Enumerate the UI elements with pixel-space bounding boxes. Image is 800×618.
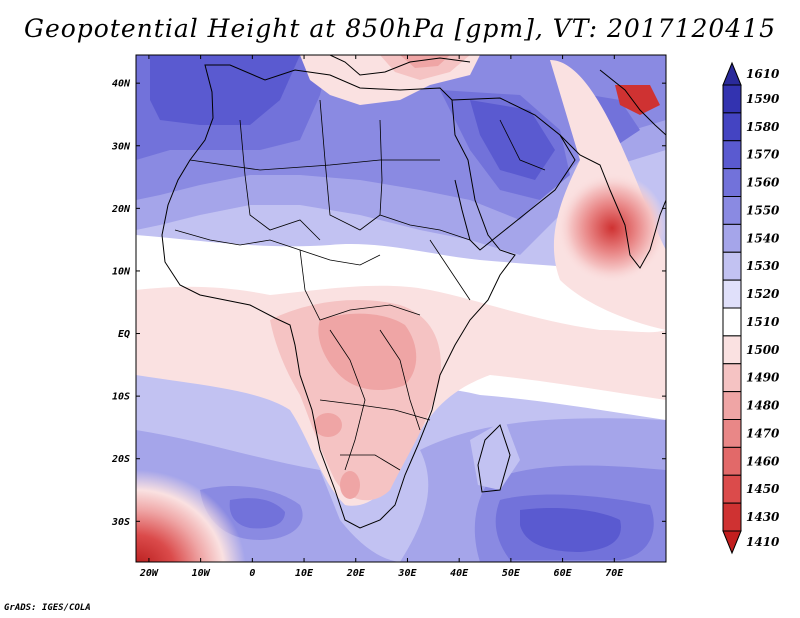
colorbar-cap-bottom xyxy=(722,530,742,555)
colorbar-swatch xyxy=(722,112,742,142)
colorbar-label: 1530 xyxy=(746,259,780,273)
lon-label: 40E xyxy=(450,568,469,579)
colorbar-swatch xyxy=(722,251,742,281)
coastlines xyxy=(161,55,666,529)
colorbar-swatch xyxy=(722,474,742,504)
colorbar-swatch xyxy=(722,446,742,476)
colorbar-label: 1540 xyxy=(746,231,780,245)
colorbar-label: 1410 xyxy=(746,535,780,549)
colorbar-label: 1610 xyxy=(746,67,780,81)
longitude-axis: 20W 10W 0 10E 20E 30E 40E 50E 60E 70E xyxy=(139,55,624,579)
colorbar-swatch xyxy=(722,502,742,532)
colorbar-swatch xyxy=(722,307,742,337)
colorbar-label: 1580 xyxy=(746,120,780,134)
latitude-axis: 40N 30N 20N 10N EQ 10S 20S 30S xyxy=(111,79,666,528)
lon-label: 60E xyxy=(554,568,573,579)
lat-label: 30S xyxy=(111,517,130,528)
chart-title: Geopotential Height at 850hPa [gpm], VT:… xyxy=(23,14,777,43)
colorbar-label: 1460 xyxy=(746,454,780,468)
colorbar-label: 1510 xyxy=(746,315,780,329)
lon-label: 50E xyxy=(502,568,521,579)
lat-label: 10S xyxy=(112,392,130,403)
colorbar-label: 1560 xyxy=(746,176,780,190)
lon-label: 10W xyxy=(192,568,211,579)
colorbar-swatch xyxy=(722,335,742,365)
lon-label: 30E xyxy=(397,568,417,579)
colorbar-label: 1520 xyxy=(746,287,780,301)
map-frame xyxy=(135,54,667,563)
colorbar: 1610 1590 1580 1570 1560 1550 1540 1530 1520 1510… xyxy=(722,61,780,555)
lat-label: 20N xyxy=(111,204,131,215)
colorbar-cap-top xyxy=(722,61,742,86)
lat-label: 30N xyxy=(111,141,131,152)
lat-label: 20S xyxy=(111,454,130,465)
colorbar-swatch xyxy=(722,84,742,114)
colorbar-swatch xyxy=(722,391,742,420)
colorbar-label: 1500 xyxy=(746,343,780,357)
colorbar-swatch xyxy=(722,223,742,253)
colorbar-label: 1430 xyxy=(746,510,780,524)
lon-label: 20W xyxy=(139,568,159,579)
colorbar-label: 1490 xyxy=(746,371,780,385)
colorbar-swatch xyxy=(722,140,742,170)
colorbar-label: 1470 xyxy=(746,426,780,440)
colorbar-swatch xyxy=(722,279,742,309)
colorbar-label: 1450 xyxy=(746,482,780,496)
colorbar-label: 1590 xyxy=(746,92,780,106)
lat-label: 40N xyxy=(112,79,131,90)
colorbar-swatch xyxy=(722,363,742,393)
lon-label: 70E xyxy=(605,568,624,579)
colorbar-swatch xyxy=(722,196,742,225)
colorbar-label: 1480 xyxy=(746,399,780,413)
colorbar-swatch xyxy=(722,168,742,197)
lon-label: 20E xyxy=(346,568,366,579)
lat-label: 10N xyxy=(112,266,131,277)
lon-label: 10E xyxy=(295,568,314,579)
colorbar-label: 1570 xyxy=(746,148,780,162)
lat-label: EQ xyxy=(118,329,130,340)
height-field xyxy=(136,55,666,562)
lon-label: 0 xyxy=(249,568,255,579)
country-borders xyxy=(174,99,546,471)
colorbar-swatch xyxy=(722,419,742,448)
grads-credit: GrADS: IGES/COLA xyxy=(4,603,91,613)
colorbar-label: 1550 xyxy=(746,203,780,217)
